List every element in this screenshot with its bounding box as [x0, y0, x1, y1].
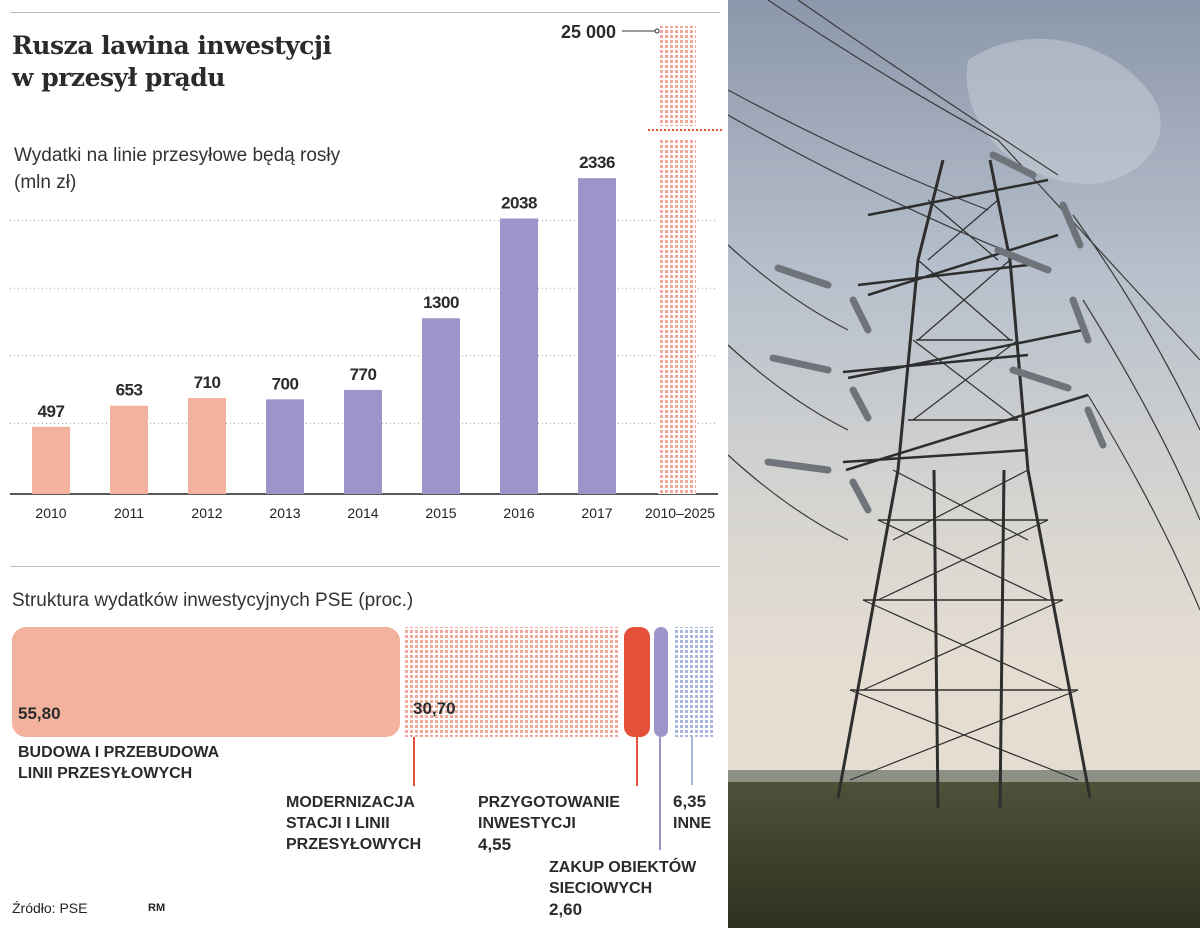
- structure-title: Struktura wydatków inwestycyjnych PSE (p…: [12, 590, 414, 611]
- total-value-label: 25 000: [561, 22, 616, 42]
- x-tick-label: 2014: [347, 505, 378, 521]
- bar-2010: [32, 426, 70, 494]
- x-tick-label: 2011: [114, 505, 144, 521]
- segment-label-3-line-2: INWESTYCJI: [478, 815, 576, 832]
- segment-label-1-line-2: LINII PRZESYŁOWYCH: [18, 765, 193, 782]
- bar-chart-subtitle: Wydatki na linie przesyłowe będą rosły (…: [14, 142, 340, 196]
- bar-2016: [500, 218, 538, 494]
- x-tick-label: 2010–2025: [645, 505, 715, 521]
- segment-label-3-line-1: PRZYGOTOWANIE: [478, 794, 620, 811]
- segment-label-2-line-3: PRZESYŁOWYCH: [286, 836, 422, 853]
- bar-chart: 497 2010 653 2011 710 2012 700 2013 770 2014 1300 2…: [10, 22, 722, 521]
- bar-chart-title: Wydatki na linie przesyłowe będą rosły: [14, 145, 341, 166]
- tower: [836, 159, 1092, 809]
- top-rule: [10, 12, 720, 13]
- segment-label-2-line-2: STACJI I LINII: [286, 815, 390, 832]
- source-note: Źródło: PSE: [12, 900, 88, 916]
- bar-2013: [266, 399, 304, 494]
- bar-value-label: 700: [272, 374, 299, 393]
- segment-value-3: 4,55: [478, 835, 512, 854]
- segment-bar-modernizacja: [404, 627, 618, 737]
- x-tick-label: 2010: [35, 505, 66, 521]
- bar-2015: [422, 318, 460, 494]
- bar-2011: [110, 405, 148, 494]
- bar-value-label: 710: [194, 373, 221, 392]
- horizon-treeline: [728, 770, 1200, 782]
- total-bar-lower: [658, 138, 696, 494]
- total-leader-dot: [654, 28, 660, 34]
- segment-label-3: PRZYGOTOWANIE INWESTYCJI 4,55: [478, 792, 620, 856]
- x-tick-label: 2017: [581, 505, 612, 521]
- author-initials: RM: [148, 902, 166, 914]
- segment-bar-przygotowanie: [624, 627, 650, 737]
- segment-label-2: MODERNIZACJA STACJI I LINII PRZESYŁOWYCH: [286, 792, 421, 855]
- bar-2017: [578, 178, 616, 495]
- bar-chart-unit: (mln zł): [14, 172, 77, 193]
- bar-2012: [188, 398, 226, 494]
- field: [728, 782, 1200, 928]
- segment-label-4-line-2: SIECIOWYCH: [549, 880, 653, 897]
- title-line-2: w przesył prądu: [12, 63, 225, 92]
- bar-value-label: 2336: [579, 153, 615, 172]
- segment-value-1: 55,80: [18, 704, 61, 723]
- segment-label-1: BUDOWA I PRZEBUDOWA LINII PRZESYŁOWYCH: [18, 742, 219, 784]
- bar-value-label: 770: [350, 365, 377, 384]
- infographic: Rusza lawina inwestycji w przesył prądu …: [10, 12, 722, 921]
- cloud: [966, 38, 1161, 184]
- structure-chart: [12, 627, 713, 850]
- section-divider: [10, 566, 720, 567]
- bar-2014: [344, 389, 382, 494]
- transmission-tower-photo: [728, 0, 1200, 928]
- bar-value-label: 653: [116, 381, 143, 400]
- bar-value-label: 497: [38, 402, 65, 421]
- x-tick-label: 2012: [191, 505, 222, 521]
- x-tick-label: 2013: [269, 505, 300, 521]
- segment-label-5: 6,35 INNE: [673, 791, 711, 834]
- segment-label-1-line-1: BUDOWA I PRZEBUDOWA: [18, 744, 220, 761]
- segment-bar-inne: [673, 627, 713, 737]
- segment-value-2: 30,70: [413, 699, 456, 718]
- segment-bar-budowa: [12, 627, 400, 737]
- segment-label-2-line-1: MODERNIZACJA: [286, 794, 415, 811]
- segment-label-4: ZAKUP OBIEKTÓW SIECIOWYCH 2,60: [549, 857, 696, 921]
- infographic-title: Rusza lawina inwestycji w przesył prądu: [12, 30, 332, 94]
- segment-label-5-line-1: INNE: [673, 815, 712, 832]
- title-line-1: Rusza lawina inwestycji: [12, 31, 332, 60]
- segment-value-5: 6,35: [673, 792, 707, 811]
- x-tick-label: 2016: [503, 505, 534, 521]
- bar-value-label: 1300: [423, 293, 459, 312]
- segment-value-4: 2,60: [549, 900, 583, 919]
- x-tick-label: 2015: [425, 505, 456, 521]
- total-bar-upper: [658, 26, 696, 126]
- insulators: [764, 151, 1107, 514]
- segment-label-4-line-1: ZAKUP OBIEKTÓW: [549, 859, 697, 876]
- bar-value-label: 2038: [501, 193, 537, 212]
- segment-bar-zakup: [654, 627, 668, 737]
